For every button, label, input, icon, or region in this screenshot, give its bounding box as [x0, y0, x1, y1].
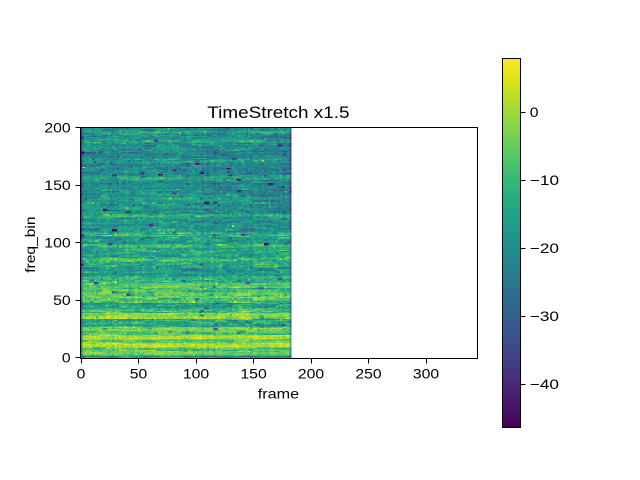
svg-text:150: 150: [44, 177, 71, 193]
svg-text:freq_bin: freq_bin: [22, 216, 38, 272]
svg-text:300: 300: [413, 365, 440, 381]
svg-text:−40: −40: [530, 376, 559, 392]
svg-text:250: 250: [355, 365, 382, 381]
svg-text:50: 50: [53, 292, 71, 308]
svg-text:−20: −20: [530, 240, 559, 256]
svg-text:100: 100: [183, 365, 210, 381]
svg-text:100: 100: [44, 235, 71, 251]
svg-text:200: 200: [298, 365, 325, 381]
svg-text:−30: −30: [530, 308, 559, 324]
svg-text:0: 0: [77, 365, 86, 381]
svg-text:200: 200: [44, 120, 71, 136]
svg-text:0: 0: [530, 104, 539, 120]
svg-text:0: 0: [62, 350, 71, 366]
svg-text:150: 150: [240, 365, 267, 381]
svg-text:TimeStretch x1.5: TimeStretch x1.5: [207, 103, 349, 122]
svg-text:50: 50: [130, 365, 148, 381]
svg-text:frame: frame: [258, 385, 300, 401]
svg-text:−10: −10: [530, 172, 560, 188]
